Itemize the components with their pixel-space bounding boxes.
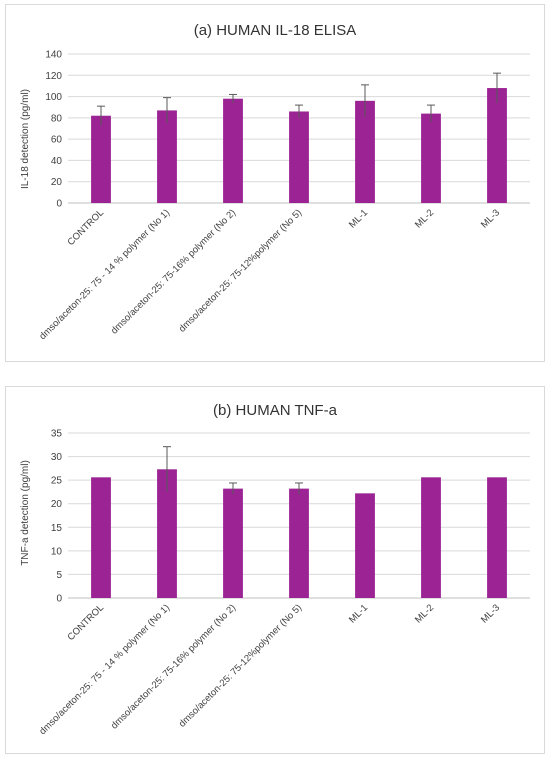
bar bbox=[91, 477, 111, 598]
x-tick-label: ML-1 bbox=[347, 602, 370, 625]
y-tick-label: 40 bbox=[51, 156, 63, 167]
x-tick-label: ML-1 bbox=[347, 207, 370, 230]
y-tick-label: 0 bbox=[56, 199, 62, 210]
chart-title: (b) HUMAN TNF-a bbox=[213, 402, 338, 419]
x-tick-label: CONTROL bbox=[65, 602, 106, 643]
y-tick-label: 20 bbox=[51, 499, 63, 510]
y-tick-label: 20 bbox=[51, 177, 63, 188]
tnfa-chart: (b) HUMAN TNF-a TNF-a detection (pg/ml) … bbox=[20, 402, 530, 737]
chart-title: (a) HUMAN IL-18 ELISA bbox=[194, 22, 357, 39]
x-tick-label: dmso/aceton-25: 75-12%polymer (No 5) bbox=[177, 207, 304, 334]
y-tick-label: 100 bbox=[45, 92, 62, 103]
bar bbox=[223, 488, 243, 598]
y-axis-label: IL-18 detection (pg/ml) bbox=[20, 89, 31, 189]
x-tick-label: ML-3 bbox=[479, 602, 502, 625]
bar bbox=[289, 111, 309, 203]
x-tick-label: dmso/aceton-25: 75 - 14 % polymer (No 1) bbox=[37, 602, 172, 737]
chart-panel-il18: (a) HUMAN IL-18 ELISA IL-18 detection (p… bbox=[5, 4, 545, 362]
x-tick-label: dmso/aceton-25: 75-16% polymer (No 2) bbox=[109, 602, 238, 731]
y-tick-label: 120 bbox=[45, 71, 62, 82]
bar bbox=[421, 113, 441, 203]
y-tick-label: 140 bbox=[45, 50, 62, 61]
chart-panel-tnfa: (b) HUMAN TNF-a TNF-a detection (pg/ml) … bbox=[5, 386, 545, 754]
bar bbox=[421, 477, 441, 598]
y-axis-label: TNF-a detection (pg/ml) bbox=[20, 460, 31, 566]
y-tick-label: 35 bbox=[51, 429, 63, 440]
x-tick-label: ML-2 bbox=[413, 207, 436, 230]
bar bbox=[223, 98, 243, 203]
bar bbox=[157, 469, 177, 598]
x-tick-label: ML-3 bbox=[479, 207, 502, 230]
x-tick-label: ML-2 bbox=[413, 602, 436, 625]
bar bbox=[487, 88, 507, 203]
y-tick-label: 60 bbox=[51, 135, 63, 146]
bar bbox=[355, 493, 375, 598]
x-tick-label: CONTROL bbox=[65, 207, 106, 248]
x-tick-label: dmso/aceton-25: 75 - 14 % polymer (No 1) bbox=[37, 207, 172, 342]
y-tick-label: 30 bbox=[51, 452, 63, 463]
bar bbox=[289, 488, 309, 598]
y-tick-label: 10 bbox=[51, 546, 63, 557]
bar bbox=[487, 477, 507, 598]
bar bbox=[157, 110, 177, 203]
y-tick-label: 25 bbox=[51, 476, 63, 487]
y-tick-label: 15 bbox=[51, 523, 63, 534]
x-tick-label: dmso/aceton-25: 75-16% polymer (No 2) bbox=[109, 207, 238, 336]
bar bbox=[355, 100, 375, 203]
il18-chart: (a) HUMAN IL-18 ELISA IL-18 detection (p… bbox=[20, 22, 530, 342]
y-tick-label: 0 bbox=[56, 594, 62, 605]
y-tick-label: 5 bbox=[56, 570, 62, 581]
bar bbox=[91, 115, 111, 203]
x-tick-label: dmso/aceton-25: 75-12%polymer (No 5) bbox=[177, 602, 304, 729]
y-tick-label: 80 bbox=[51, 113, 63, 124]
